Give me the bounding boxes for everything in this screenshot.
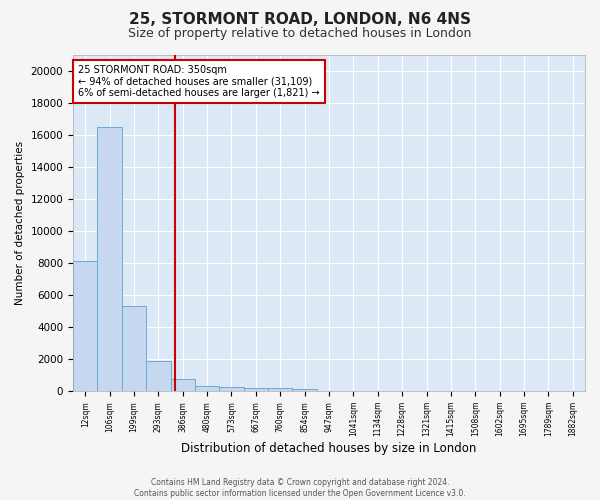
- X-axis label: Distribution of detached houses by size in London: Distribution of detached houses by size …: [181, 442, 477, 455]
- Text: 25 STORMONT ROAD: 350sqm
← 94% of detached houses are smaller (31,109)
6% of sem: 25 STORMONT ROAD: 350sqm ← 94% of detach…: [78, 65, 320, 98]
- Bar: [146, 360, 170, 391]
- Bar: [292, 388, 317, 391]
- Bar: [268, 388, 292, 391]
- Text: Size of property relative to detached houses in London: Size of property relative to detached ho…: [128, 28, 472, 40]
- Bar: [170, 379, 195, 391]
- Bar: [244, 388, 268, 391]
- Text: 25, STORMONT ROAD, LONDON, N6 4NS: 25, STORMONT ROAD, LONDON, N6 4NS: [129, 12, 471, 28]
- Text: Contains HM Land Registry data © Crown copyright and database right 2024.
Contai: Contains HM Land Registry data © Crown c…: [134, 478, 466, 498]
- Y-axis label: Number of detached properties: Number of detached properties: [15, 141, 25, 305]
- Bar: [73, 262, 97, 391]
- Bar: [97, 127, 122, 391]
- Bar: [195, 386, 220, 391]
- Bar: [122, 306, 146, 391]
- Bar: [220, 388, 244, 391]
